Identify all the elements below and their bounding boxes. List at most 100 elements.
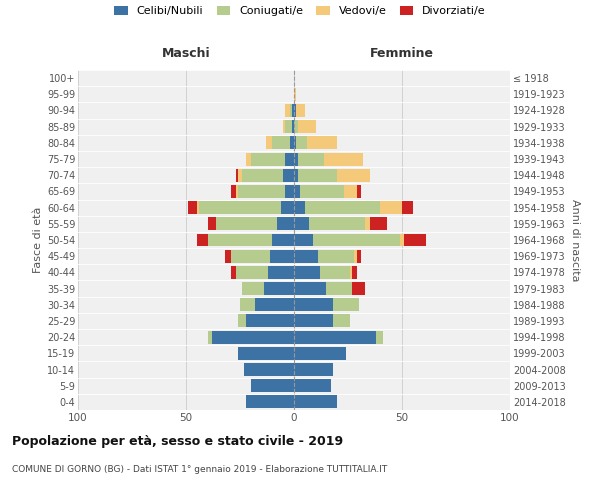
Bar (292, 104, 294, 117)
Bar (283, 120, 286, 133)
Bar (264, 282, 294, 295)
Bar (294, 266, 320, 279)
Bar (199, 201, 281, 214)
Bar (281, 201, 294, 214)
Bar (277, 218, 294, 230)
Bar (294, 347, 346, 360)
Bar (292, 120, 294, 133)
Bar (318, 250, 355, 262)
Bar (294, 136, 296, 149)
Bar (402, 201, 413, 214)
Bar (216, 218, 277, 230)
Bar (294, 396, 337, 408)
Bar (294, 152, 298, 166)
Bar (290, 136, 294, 149)
Bar (296, 136, 307, 149)
Bar (294, 330, 376, 344)
Bar (208, 218, 216, 230)
Bar (251, 379, 294, 392)
Legend: Celibi/Nubili, Coniugati/e, Vedovi/e, Divorziati/e: Celibi/Nubili, Coniugati/e, Vedovi/e, Di… (115, 6, 485, 16)
Bar (236, 169, 238, 181)
Bar (270, 250, 294, 262)
Bar (294, 201, 305, 214)
Bar (266, 136, 272, 149)
Bar (294, 363, 333, 376)
Bar (296, 104, 305, 117)
Bar (294, 298, 333, 311)
Bar (298, 169, 337, 181)
Bar (242, 169, 283, 181)
Bar (238, 347, 294, 360)
Bar (309, 218, 365, 230)
Bar (272, 136, 290, 149)
Bar (294, 104, 296, 117)
Y-axis label: Fasce di età: Fasce di età (32, 207, 43, 273)
Bar (370, 218, 387, 230)
Bar (283, 169, 294, 181)
Bar (286, 185, 294, 198)
Bar (247, 314, 294, 328)
Bar (212, 330, 294, 344)
Bar (352, 266, 356, 279)
Bar (286, 152, 294, 166)
Bar (344, 185, 356, 198)
Bar (188, 201, 197, 214)
Bar (294, 234, 313, 246)
Bar (240, 298, 255, 311)
Bar (294, 282, 326, 295)
Text: Femmine: Femmine (370, 48, 434, 60)
Bar (294, 314, 333, 328)
Bar (294, 185, 301, 198)
Bar (232, 266, 236, 279)
Bar (290, 104, 292, 117)
Bar (197, 201, 199, 214)
Bar (294, 379, 331, 392)
Bar (333, 314, 350, 328)
Y-axis label: Anni di nascita: Anni di nascita (569, 198, 580, 281)
Bar (380, 201, 402, 214)
Bar (404, 234, 426, 246)
Bar (238, 169, 242, 181)
Bar (294, 120, 298, 133)
Bar (255, 298, 294, 311)
Bar (294, 169, 298, 181)
Bar (400, 234, 404, 246)
Bar (298, 120, 316, 133)
Bar (232, 185, 236, 198)
Bar (324, 152, 363, 166)
Bar (301, 185, 344, 198)
Bar (298, 152, 324, 166)
Bar (225, 250, 232, 262)
Bar (356, 250, 361, 262)
Bar (294, 250, 318, 262)
Bar (272, 234, 294, 246)
Bar (232, 250, 270, 262)
Bar (352, 282, 365, 295)
Bar (350, 266, 352, 279)
Bar (268, 266, 294, 279)
Bar (236, 185, 238, 198)
Bar (365, 218, 370, 230)
Bar (247, 152, 251, 166)
Text: Popolazione per età, sesso e stato civile - 2019: Popolazione per età, sesso e stato civil… (12, 435, 343, 448)
Bar (355, 250, 356, 262)
Bar (313, 234, 400, 246)
Bar (197, 234, 208, 246)
Bar (337, 169, 370, 181)
Bar (247, 396, 294, 408)
Text: Maschi: Maschi (161, 48, 211, 60)
Bar (320, 266, 350, 279)
Bar (238, 314, 247, 328)
Bar (326, 282, 352, 295)
Bar (244, 363, 294, 376)
Bar (208, 234, 272, 246)
Bar (238, 185, 286, 198)
Bar (286, 104, 290, 117)
Bar (333, 298, 359, 311)
Bar (305, 201, 380, 214)
Bar (376, 330, 383, 344)
Bar (286, 120, 292, 133)
Bar (251, 152, 286, 166)
Bar (294, 88, 296, 101)
Bar (294, 218, 309, 230)
